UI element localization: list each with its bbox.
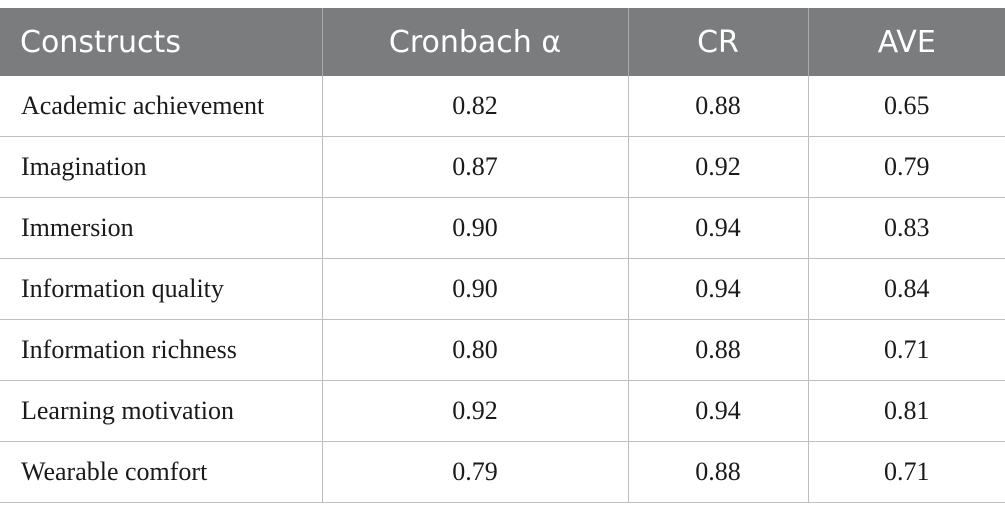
cr-cell: 0.88 xyxy=(628,441,809,503)
construct-cell: Information quality xyxy=(0,258,323,320)
ave-cell: 0.79 xyxy=(808,136,1005,198)
cr-cell: 0.92 xyxy=(628,136,809,198)
construct-cell: Imagination xyxy=(0,136,323,198)
construct-cell: Immersion xyxy=(0,197,323,259)
cr-cell: 0.88 xyxy=(628,76,809,137)
cronbach-alpha-cell: 0.90 xyxy=(322,258,629,320)
header-row: Constructs Cronbach α CR AVE xyxy=(0,8,1005,76)
table-row: Information quality 0.90 0.94 0.84 xyxy=(0,258,1005,320)
header-ave: AVE xyxy=(808,8,1005,76)
table-row: Imagination 0.87 0.92 0.79 xyxy=(0,136,1005,198)
ave-cell: 0.71 xyxy=(808,319,1005,381)
reliability-table-container: Constructs Cronbach α CR AVE Academic ac… xyxy=(0,8,1005,503)
header-cronbach-alpha: Cronbach α xyxy=(322,8,629,76)
construct-cell: Learning motivation xyxy=(0,380,323,442)
ave-cell: 0.65 xyxy=(808,76,1005,137)
header-cr: CR xyxy=(628,8,809,76)
reliability-table: Constructs Cronbach α CR AVE Academic ac… xyxy=(0,8,1005,503)
construct-cell: Wearable comfort xyxy=(0,441,323,503)
table-row: Information richness 0.80 0.88 0.71 xyxy=(0,319,1005,381)
cr-cell: 0.94 xyxy=(628,258,809,320)
cr-cell: 0.94 xyxy=(628,380,809,442)
cr-cell: 0.88 xyxy=(628,319,809,381)
cronbach-alpha-cell: 0.92 xyxy=(322,380,629,442)
ave-cell: 0.84 xyxy=(808,258,1005,320)
ave-cell: 0.71 xyxy=(808,441,1005,503)
ave-cell: 0.83 xyxy=(808,197,1005,259)
cronbach-alpha-cell: 0.90 xyxy=(322,197,629,259)
cronbach-alpha-cell: 0.87 xyxy=(322,136,629,198)
ave-cell: 0.81 xyxy=(808,380,1005,442)
construct-cell: Information richness xyxy=(0,319,323,381)
table-row: Learning motivation 0.92 0.94 0.81 xyxy=(0,380,1005,442)
table-row: Academic achievement 0.82 0.88 0.65 xyxy=(0,76,1005,137)
cronbach-alpha-cell: 0.79 xyxy=(322,441,629,503)
table-row: Immersion 0.90 0.94 0.83 xyxy=(0,197,1005,259)
construct-cell: Academic achievement xyxy=(0,76,323,137)
table-row: Wearable comfort 0.79 0.88 0.71 xyxy=(0,441,1005,503)
cr-cell: 0.94 xyxy=(628,197,809,259)
cronbach-alpha-cell: 0.80 xyxy=(322,319,629,381)
table-body: Academic achievement 0.82 0.88 0.65 Imag… xyxy=(0,76,1005,503)
table-header: Constructs Cronbach α CR AVE xyxy=(0,8,1005,76)
header-constructs: Constructs xyxy=(0,8,323,76)
cronbach-alpha-cell: 0.82 xyxy=(322,76,629,137)
